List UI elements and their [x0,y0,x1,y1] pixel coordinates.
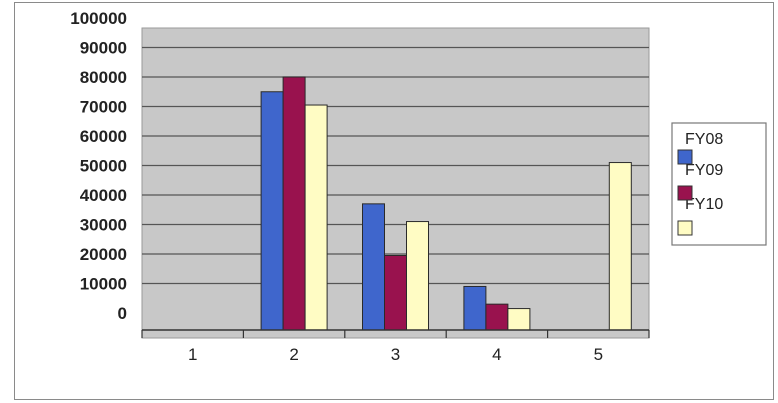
x-tick-label: 1 [188,345,197,364]
y-tick-label: 90000 [80,39,127,58]
bar [304,104,328,331]
y-tick-label: 50000 [80,157,127,176]
y-tick-label: 20000 [80,245,127,264]
x-tick-label: 4 [492,345,501,364]
y-tick-label: 70000 [80,98,127,117]
bars [260,76,632,331]
gridlines [142,46,649,285]
y-tick-label: 60000 [80,127,127,146]
y-tick-label: 40000 [80,186,127,205]
x-tick-label: 3 [391,345,400,364]
y-tick-label: 10000 [80,275,127,294]
bar [507,308,531,331]
x-tick-label: 5 [594,345,603,364]
bar [384,254,407,331]
y-tick-label: 80000 [80,68,127,87]
y-tick-label: 0 [118,304,127,323]
x-axis-tick-labels: 1 2 3 4 5 [188,345,603,364]
bar [608,162,632,331]
bar [260,91,284,331]
legend-swatch [677,220,693,236]
legend-label: FY08 [685,131,723,148]
legend-swatch [677,149,693,165]
bar [463,285,487,331]
y-tick-label: 100000 [70,9,127,28]
y-axis-tick-labels: 0 10000 20000 30000 40000 50000 60000 70000 8000… [70,9,127,323]
legend-swatch [677,185,693,201]
x-tick-label: 2 [289,345,298,364]
bar-chart: 0 10000 20000 30000 40000 50000 60000 70000 8000… [70,9,767,364]
bar [362,203,385,331]
legend-label: FY10 [685,196,723,213]
x-axis-ticks [141,330,650,338]
bar [485,303,509,331]
y-tick-label: 30000 [80,216,127,235]
legend-label: FY09 [685,162,723,179]
bar [282,76,306,331]
chart-frame: 0 10000 20000 30000 40000 50000 60000 70000 8000… [14,2,774,400]
legend: FY08 FY09 FY10 [671,122,767,246]
bar [406,221,429,331]
